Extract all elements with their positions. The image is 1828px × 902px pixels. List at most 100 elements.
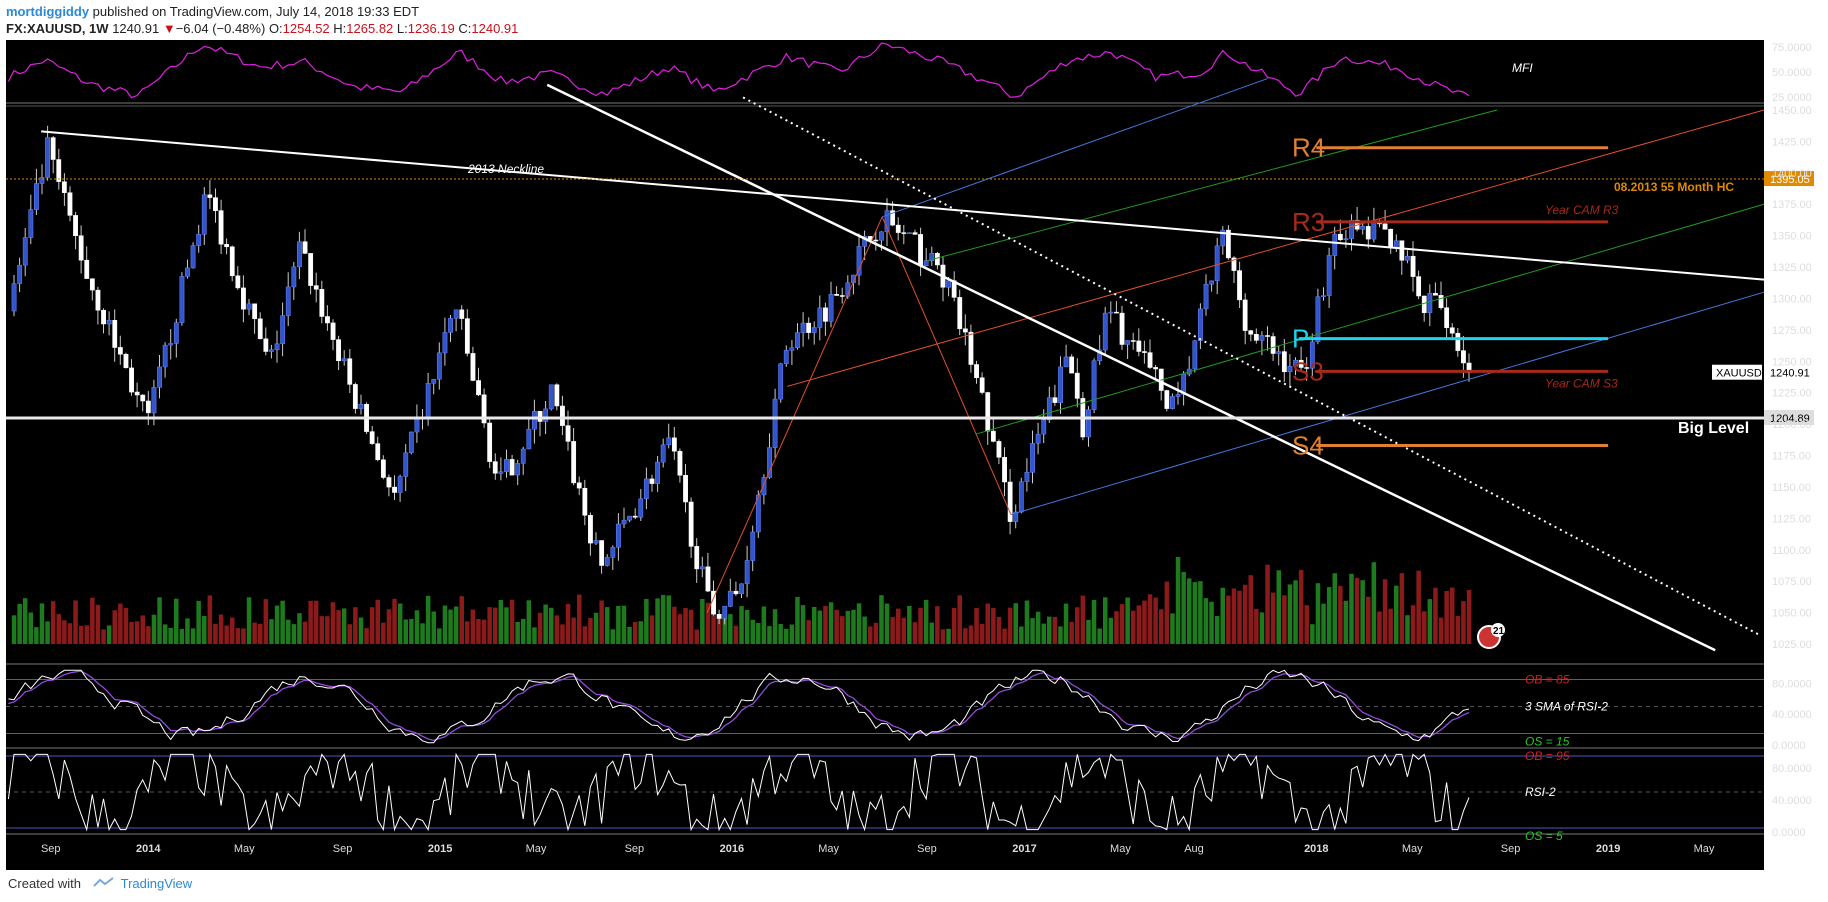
volume-bar (465, 621, 470, 644)
neckline (41, 130, 1765, 281)
candle (73, 215, 78, 236)
candle (101, 309, 106, 325)
candle (481, 394, 487, 424)
volume-bar (22, 598, 28, 644)
volume-bar (1091, 599, 1097, 644)
tradingview-link[interactable]: TradingView (120, 876, 193, 891)
volume-bar (1315, 583, 1321, 644)
volume-bar (286, 619, 291, 644)
candle (565, 425, 571, 442)
volume-bar (274, 605, 280, 644)
author-link[interactable]: mortdiggiddy (6, 4, 90, 19)
candle (263, 338, 269, 352)
symbol-tag-bg (1712, 364, 1762, 380)
volume-bar (1063, 603, 1069, 644)
volume-bar (1388, 608, 1393, 644)
candle (1225, 229, 1231, 259)
volume-bar (1455, 615, 1461, 644)
volume-bar (34, 627, 39, 644)
volume-bar (605, 607, 610, 644)
candle (1074, 372, 1080, 399)
volume-bar (694, 629, 699, 644)
candle (1024, 472, 1030, 482)
candle (1276, 351, 1282, 354)
candle (1326, 255, 1332, 296)
channel-line-green (975, 203, 1765, 435)
symbol-label: FX:XAUUSD, 1W (6, 21, 109, 36)
volume-bar (218, 614, 224, 644)
candle (957, 297, 963, 330)
volume-bar (151, 614, 157, 644)
osc-tick-label: 80.0000 (1772, 678, 1812, 690)
candle (811, 327, 817, 333)
candle (56, 159, 62, 182)
open-value: 1254.52 (282, 21, 330, 36)
candle (739, 583, 744, 595)
candle (683, 475, 688, 503)
candle (67, 192, 73, 216)
candle (380, 459, 386, 478)
volume-bar (1304, 605, 1309, 644)
candle (386, 477, 392, 488)
volume-bar (515, 622, 520, 644)
volume-bar (470, 609, 476, 644)
candle (839, 295, 845, 297)
volume-bar (397, 603, 403, 644)
candle (660, 444, 666, 463)
volume-bar (353, 607, 358, 644)
volume-bar (649, 615, 655, 644)
price-tick-label: 1350.00 (1772, 231, 1812, 243)
volume-bar (17, 604, 22, 644)
volume-bar (834, 609, 839, 644)
volume-bar (297, 613, 302, 644)
volume-bar (134, 621, 140, 644)
chart-canvas[interactable]: MFI 75.0000 50.0000 25.0000 2013 Neckline 08… (0, 40, 1828, 870)
candle (168, 343, 174, 346)
candle (632, 515, 638, 518)
volume-bar (1030, 618, 1035, 644)
volume-bar (1058, 626, 1063, 644)
candle (655, 461, 660, 484)
candle (442, 332, 448, 354)
volume-bar (873, 622, 879, 644)
candle (767, 447, 772, 478)
candle (347, 358, 353, 385)
volume-bar (890, 617, 895, 644)
volume-bar (817, 610, 823, 644)
time-tick-label: May (1402, 843, 1423, 855)
level-r3-note: Year CAM R3 (1545, 203, 1619, 217)
candle (1170, 396, 1175, 409)
candle (1343, 238, 1349, 240)
candle (1069, 356, 1075, 374)
mfi-tick-label: 50.0000 (1772, 67, 1812, 79)
symbol-tag: XAUUSD (1716, 368, 1762, 380)
candle (800, 322, 806, 333)
volume-bar (951, 607, 957, 644)
low-value: 1236.19 (407, 21, 455, 36)
level-s3-label: S3 (1292, 356, 1324, 386)
candle (185, 267, 190, 277)
volume-bar (1192, 582, 1198, 644)
candle (789, 347, 795, 351)
volume-bar (185, 618, 190, 644)
candle (912, 232, 918, 235)
candle (873, 239, 879, 242)
zigzag-line (706, 216, 883, 613)
candle (229, 246, 235, 277)
candle (884, 210, 890, 232)
volume-bar (851, 609, 856, 644)
close-label: C: (458, 21, 472, 36)
volume-bar (420, 623, 425, 644)
candle (319, 289, 325, 317)
candle (157, 366, 162, 388)
volume-bar (632, 622, 638, 644)
price-tick-label: 1275.00 (1772, 325, 1812, 337)
volume-bar (1103, 597, 1108, 644)
volume-bar (1007, 607, 1013, 644)
time-tick-label: Aug (1184, 843, 1204, 855)
price-pane: 2013 Neckline 08.2013 55 Month HC 1395.05 B… (6, 78, 1814, 652)
header-line-2: FX:XAUUSD, 1W 1240.91 ▼−6.04 (−0.48%) O:… (6, 21, 518, 37)
candle (95, 289, 101, 311)
volume-bar (375, 599, 380, 644)
volume-bar (1366, 596, 1371, 644)
